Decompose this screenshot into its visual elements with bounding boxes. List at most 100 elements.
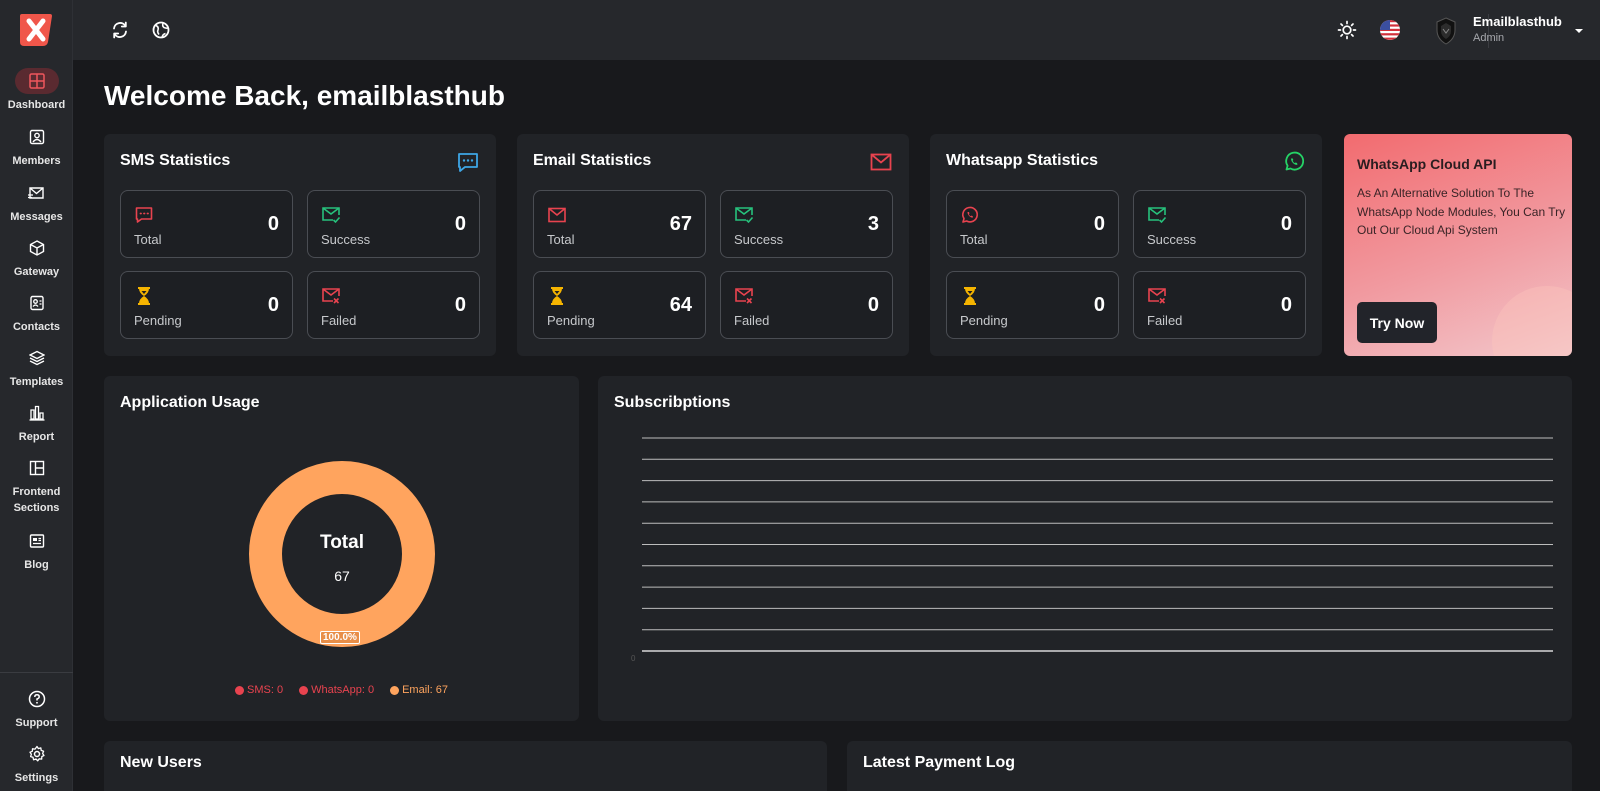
user-name[interactable]: Emailblasthub — [1473, 14, 1562, 29]
mail-check-icon — [322, 207, 341, 224]
card-title: Latest Payment Log — [863, 754, 1016, 771]
mail-icon — [870, 153, 892, 171]
blog-icon — [15, 528, 59, 554]
whatsapp-pending-stat: Pending 0 — [946, 271, 1119, 339]
stat-value: 0 — [1280, 294, 1292, 316]
donut-center-value: 67 — [334, 568, 350, 584]
sidebar-item-members[interactable]: Members — [0, 124, 73, 169]
stat-label: Pending — [547, 313, 595, 328]
mail-x-icon — [322, 288, 340, 304]
legend-label: Email: 67 — [402, 684, 448, 696]
donut-center-label: Total — [320, 532, 364, 553]
frontend-sections-icon — [15, 455, 59, 481]
sidebar-item-dashboard[interactable]: Dashboard — [0, 68, 73, 113]
email-pending-stat: Pending 64 — [533, 271, 706, 339]
user-role: Admin — [1473, 32, 1505, 44]
sms-total-stat: Total 0 — [120, 190, 293, 258]
hourglass-icon — [551, 287, 563, 305]
sidebar-item-label: Members — [12, 155, 61, 167]
refresh-button[interactable] — [108, 18, 132, 42]
sidebar-item-blog[interactable]: Blog — [0, 528, 73, 573]
sidebar-item-label: Dashboard — [7, 99, 66, 111]
try-now-button[interactable]: Try Now — [1357, 302, 1437, 343]
whatsapp-failed-stat: Failed 0 — [1133, 271, 1306, 339]
sidebar-item-support[interactable]: Support — [0, 686, 73, 731]
topbar-divider — [1488, 14, 1489, 48]
legend-item-whatsapp[interactable]: WhatsApp: 0 — [299, 684, 374, 696]
sidebar-item-label: Contacts — [12, 321, 61, 333]
stat-label: Failed — [1147, 313, 1183, 328]
sidebar-item-settings[interactable]: Settings — [0, 741, 73, 786]
legend-item-email[interactable]: Email: 67 — [390, 684, 448, 696]
whatsapp-total-stat: Total 0 — [946, 190, 1119, 258]
mail-icon — [548, 207, 566, 223]
subscriptions-card: Subscribptions — [598, 376, 1572, 721]
globe-icon — [152, 21, 170, 39]
stat-value: 3 — [867, 213, 879, 235]
sidebar-item-report[interactable]: Report — [0, 400, 73, 445]
caret-down-icon — [1575, 29, 1583, 33]
email-failed-stat: Failed 0 — [720, 271, 893, 339]
mail-check-icon — [1148, 207, 1167, 224]
templates-icon — [15, 345, 59, 371]
user-avatar-icon — [1436, 17, 1456, 45]
new-users-card: New Users — [104, 741, 827, 791]
usage-legend: SMS: 0 WhatsApp: 0 Email: 67 — [104, 684, 579, 696]
stat-label: Failed — [734, 313, 770, 328]
mail-x-icon — [735, 288, 753, 304]
stat-label: Success — [1147, 232, 1197, 247]
support-icon — [15, 686, 59, 712]
donut-center: Total 67 — [230, 532, 454, 592]
stat-label: Pending — [960, 313, 1008, 328]
stat-value: 0 — [267, 213, 279, 235]
subscriptions-zero-tick: 0 — [631, 654, 636, 663]
promo-text: As An Alternative Solution To The WhatsA… — [1357, 186, 1566, 237]
sidebar-divider — [0, 672, 73, 673]
us-flag-icon — [1380, 20, 1400, 40]
stat-value: 0 — [267, 294, 279, 316]
legend-item-sms[interactable]: SMS: 0 — [235, 684, 283, 696]
donut-percent-label: 100.0% — [320, 631, 360, 644]
email-success-stat: Success 3 — [720, 190, 893, 258]
language-button[interactable] — [1378, 18, 1402, 42]
donut-slice-email[interactable] — [249, 461, 435, 647]
sidebar-item-label-line2: Sections — [13, 502, 60, 514]
email-statistics-card: Email Statistics Total 67 Success 3 Pend… — [517, 134, 909, 356]
whatsapp-icon — [962, 206, 979, 223]
whatsapp-success-stat: Success 0 — [1133, 190, 1306, 258]
stat-value: 0 — [1280, 213, 1292, 235]
refresh-icon — [113, 21, 127, 39]
sidebar: Dashboard Members Messages Gateway Conta… — [0, 0, 73, 791]
stat-label: Failed — [321, 313, 357, 328]
legend-dot — [235, 685, 245, 695]
settings-icon — [15, 741, 59, 767]
application-usage-card: Application Usage — [104, 376, 579, 721]
sidebar-item-label: Blog — [24, 559, 49, 571]
sidebar-item-messages[interactable]: Messages — [0, 180, 73, 225]
website-button[interactable] — [149, 18, 173, 42]
sidebar-item-contacts[interactable]: Contacts — [0, 290, 73, 335]
avatar[interactable] — [1431, 16, 1461, 46]
report-icon — [15, 400, 59, 426]
theme-toggle-button[interactable] — [1335, 18, 1359, 42]
mail-check-icon — [735, 207, 754, 224]
messages-icon — [15, 180, 59, 206]
stat-label: Total — [960, 232, 988, 247]
stat-label: Success — [321, 232, 371, 247]
sms-chat-icon — [458, 153, 478, 172]
sms-failed-stat: Failed 0 — [307, 271, 480, 339]
sidebar-item-label: Settings — [14, 772, 59, 784]
sidebar-item-templates[interactable]: Templates — [0, 345, 73, 390]
stat-label: Total — [134, 232, 162, 247]
stat-label: Success — [734, 232, 784, 247]
topbar: Emailblasthub Admin — [73, 0, 1600, 60]
sidebar-item-gateway[interactable]: Gateway — [0, 235, 73, 280]
payment-log-card: Latest Payment Log — [847, 741, 1572, 791]
whatsapp-icon — [1285, 151, 1305, 171]
sidebar-item-frontend-sections[interactable]: Frontend Sections — [0, 455, 73, 516]
sms-pending-stat: Pending 0 — [120, 271, 293, 339]
app-logo[interactable] — [18, 12, 54, 48]
sidebar-item-label: Support — [15, 717, 58, 729]
card-title: New Users — [120, 754, 202, 771]
user-menu-toggle[interactable] — [1567, 19, 1591, 43]
